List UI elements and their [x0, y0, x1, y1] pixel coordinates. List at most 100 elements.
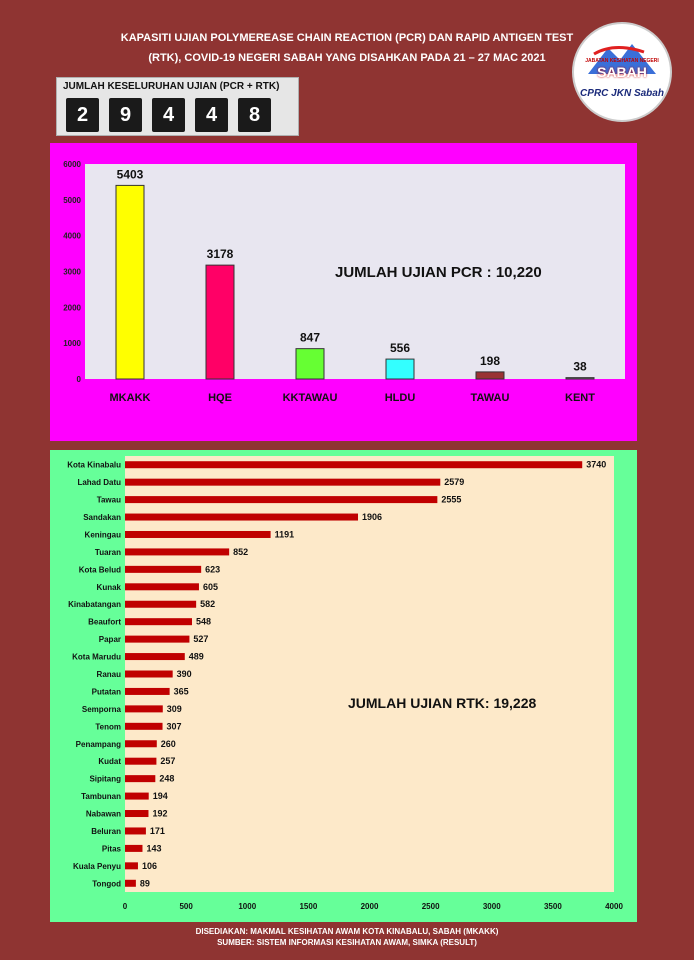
bar	[125, 478, 441, 486]
y-tick-label: 1000	[63, 339, 81, 348]
pcr-total-annotation: JUMLAH UJIAN PCR : 10,220	[335, 264, 542, 281]
data-label: 605	[203, 582, 218, 592]
bar	[125, 618, 192, 626]
counter-digit: 4	[152, 98, 185, 132]
bar	[125, 792, 149, 800]
x-tick-label: 500	[179, 902, 193, 911]
bar	[125, 862, 138, 870]
y-tick-label: Tuaran	[95, 548, 121, 557]
x-tick-label: 3000	[483, 902, 501, 911]
bar	[125, 513, 359, 521]
bar	[125, 844, 143, 852]
data-label: 847	[300, 331, 320, 345]
y-tick-label: Nabawan	[86, 810, 121, 819]
y-tick-label: Sipitang	[89, 775, 121, 784]
bar	[115, 184, 145, 380]
counter-label: JUMLAH KESELURUHAN UJIAN (PCR + RTK)	[63, 81, 280, 92]
bar	[125, 722, 163, 730]
logo-graphic	[588, 44, 656, 74]
y-tick-label: Kinabatangan	[68, 600, 121, 609]
y-tick-label: Beluran	[91, 827, 121, 836]
y-tick-label: Tenom	[95, 722, 121, 731]
data-label: 5403	[117, 167, 144, 181]
counter-digit: 9	[109, 98, 142, 132]
footer-line-1: DISEDIAKAN: MAKMAL KESIHATAN AWAM KOTA K…	[195, 927, 499, 936]
rtk-total-annotation: JUMLAH UJIAN RTK: 19,228	[348, 695, 536, 711]
page-title: KAPASITI UJIAN POLYMEREASE CHAIN REACTIO…	[60, 28, 634, 68]
bar	[125, 740, 157, 748]
bar	[125, 670, 173, 678]
x-tick-label: KENT	[565, 392, 595, 404]
y-tick-label: Semporna	[82, 705, 122, 714]
x-tick-label: 4000	[605, 902, 623, 911]
logo-top-text: JABATAN KESIHATAN NEGERI	[585, 58, 659, 64]
counter-digit: 2	[66, 98, 99, 132]
y-tick-label: Kota Marudu	[72, 653, 121, 662]
y-tick-label: Kota Kinabalu	[67, 461, 121, 470]
y-tick-label: Keningau	[85, 530, 122, 539]
y-tick-label: 6000	[63, 160, 81, 169]
bar	[125, 687, 170, 695]
bar	[125, 600, 197, 608]
y-tick-label: Tambunan	[81, 792, 121, 801]
bar	[125, 548, 230, 556]
plot-area	[85, 164, 625, 379]
data-label: 489	[189, 652, 204, 662]
footer: DISEDIAKAN: MAKMAL KESIHATAN AWAM KOTA K…	[0, 926, 694, 948]
data-label: 309	[167, 704, 182, 714]
x-tick-label: 2000	[361, 902, 379, 911]
footer-line-2: SUMBER: SISTEM INFORMASI KESIHATAN AWAM,…	[217, 938, 477, 947]
y-tick-label: 3000	[63, 268, 81, 277]
x-tick-label: HQE	[208, 392, 232, 404]
bar	[565, 377, 595, 380]
y-tick-label: Beaufort	[88, 618, 121, 627]
x-tick-label: HLDU	[385, 392, 416, 404]
y-tick-label: Putatan	[92, 687, 121, 696]
pcr-chart-panel: 0 1000 2000 3000 4000 5000 6000 5403 MKAKK 3178 HQ…	[50, 143, 637, 441]
bar	[295, 348, 325, 380]
counter-digit: 8	[238, 98, 271, 132]
data-label: 106	[142, 861, 157, 871]
data-label: 143	[146, 843, 161, 853]
bar	[125, 461, 583, 469]
y-tick-label: Penampang	[76, 740, 121, 749]
title-line-1: KAPASITI UJIAN POLYMEREASE CHAIN REACTIO…	[120, 32, 574, 44]
y-tick-label: Kunak	[97, 583, 122, 592]
data-label: 198	[480, 354, 500, 368]
bar	[125, 810, 149, 818]
plot-area	[125, 456, 614, 892]
data-label: 556	[390, 341, 410, 355]
data-label: 248	[159, 774, 174, 784]
data-label: 3178	[207, 247, 234, 261]
data-label: 390	[177, 669, 192, 679]
x-tick-label: 1500	[299, 902, 317, 911]
total-tests-counter: JUMLAH KESELURUHAN UJIAN (PCR + RTK) 2 9…	[56, 77, 299, 136]
y-tick-label: 4000	[63, 232, 81, 241]
data-label: 2579	[444, 477, 464, 487]
pcr-bar-chart: 0 1000 2000 3000 4000 5000 6000 5403 MKAKK 3178 HQ…	[63, 160, 625, 404]
y-tick-label: 2000	[63, 303, 81, 312]
data-label: 365	[174, 686, 189, 696]
x-tick-label: 3500	[544, 902, 562, 911]
data-label: 623	[205, 564, 220, 574]
data-label: 852	[233, 547, 248, 557]
bar	[125, 496, 438, 504]
bar	[125, 705, 163, 713]
data-label: 260	[161, 739, 176, 749]
data-label: 1191	[275, 529, 295, 539]
data-label: 257	[160, 756, 175, 766]
x-tick-label: TAWAU	[471, 392, 510, 404]
rtk-chart-panel: Kota Kinabalu 3740 Lahad Datu 2579 Tawau 2555…	[50, 450, 637, 922]
data-label: 171	[150, 826, 165, 836]
jkn-sabah-logo: JABATAN KESIHATAN NEGERI SABAH CPRC JKN …	[572, 22, 672, 122]
data-label: 3740	[586, 460, 606, 470]
y-tick-label: Tawau	[97, 496, 121, 505]
x-tick-label: 0	[123, 902, 128, 911]
bar	[125, 775, 156, 783]
bar	[475, 371, 505, 380]
y-tick-label: Tongod	[92, 879, 121, 888]
data-label: 2555	[441, 495, 461, 505]
data-label: 582	[200, 599, 215, 609]
counter-digit: 4	[195, 98, 228, 132]
y-tick-label: Kudat	[98, 757, 121, 766]
